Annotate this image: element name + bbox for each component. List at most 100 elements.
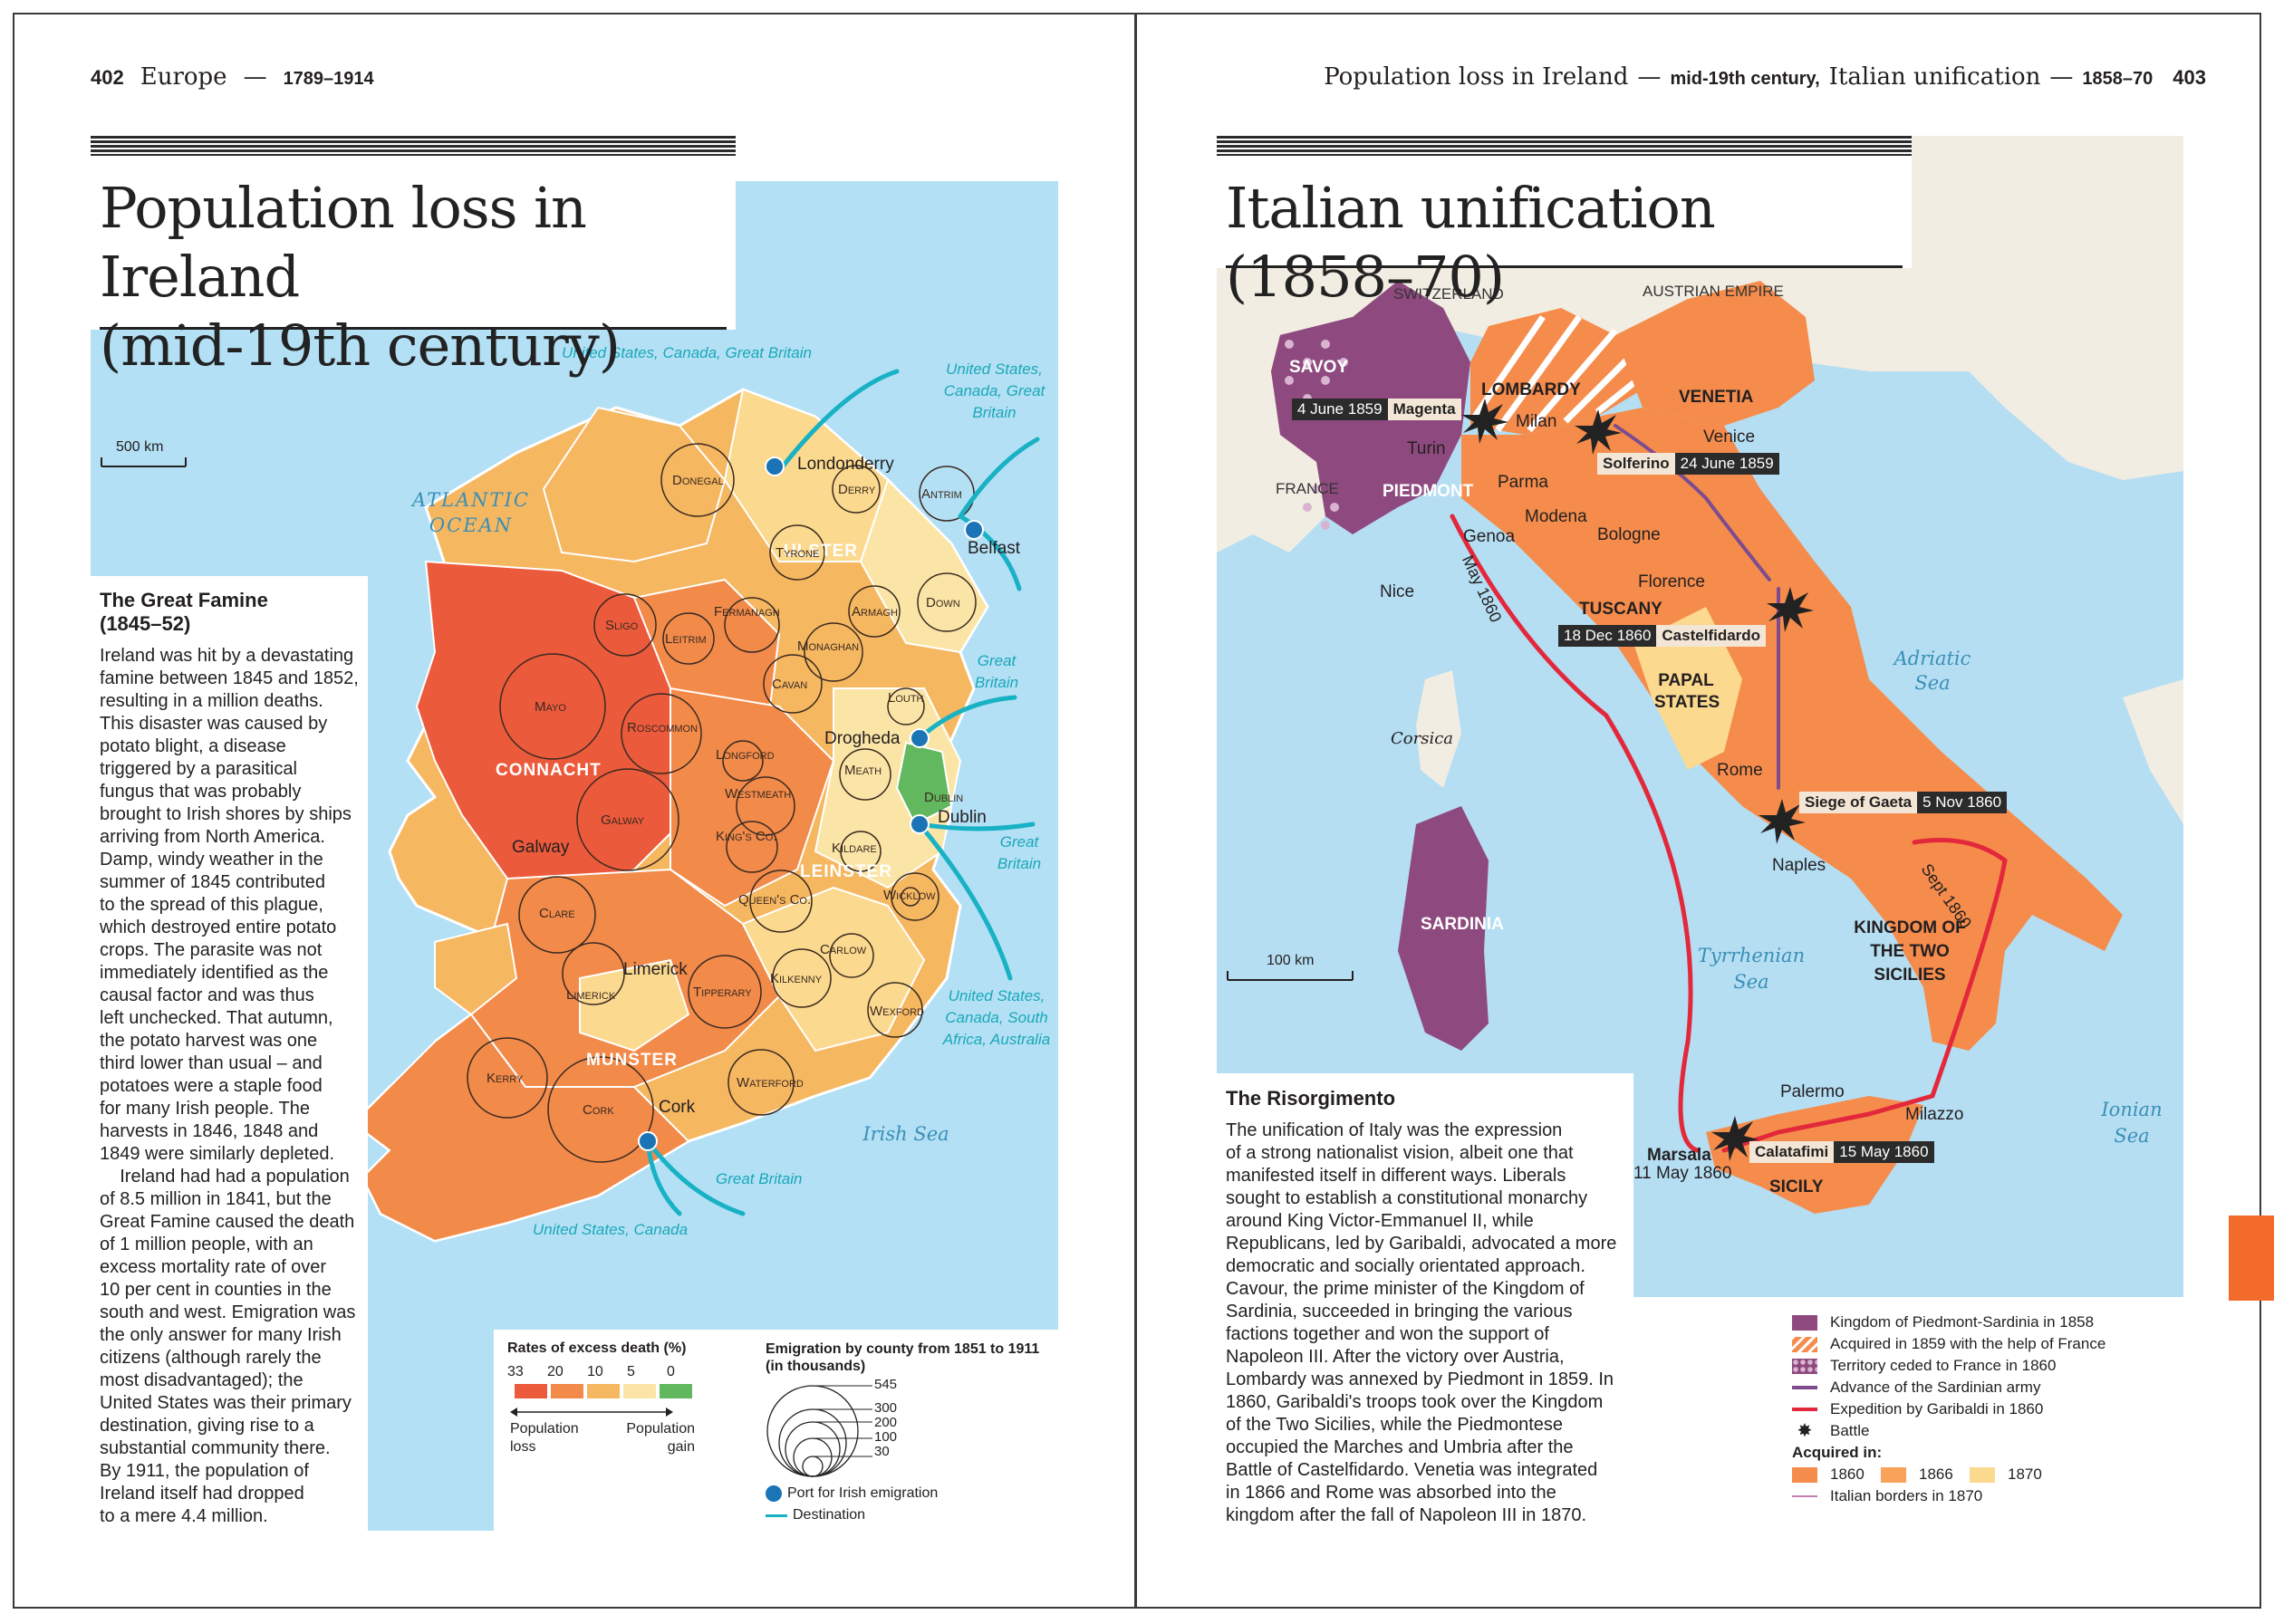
rate-swatch (587, 1384, 620, 1398)
legend-piedmont: Kingdom of Piedmont-Sardinia in 1858 (1792, 1312, 2105, 1333)
left-folio: 402 (91, 66, 124, 89)
city-naples: Naples (1772, 856, 1826, 875)
em-dash: — (2049, 63, 2074, 91)
ireland-scale-label: 500 km (116, 439, 164, 455)
city-bologne: Bologne (1597, 525, 1661, 544)
city-nice: Nice (1380, 582, 1415, 601)
text-line: 1860, Garibaldi's troops took over the K… (1226, 1392, 1604, 1412)
text-line: Damp, windy weather in the (100, 850, 323, 870)
town-dublin: Dublin (938, 808, 987, 827)
battle-calatafimi: Calatafimi 15 May 1860 (1749, 1141, 1934, 1163)
legend-acquired-in: Acquired in: (1792, 1442, 2105, 1464)
dots-swatch (1792, 1358, 1817, 1374)
text-line: Napoleon III. After the victory over Aus… (1226, 1347, 1565, 1367)
city-florence: Florence (1638, 572, 1705, 591)
famine-body: Ireland was hit by a devastating famine b… (91, 636, 368, 1528)
legend-emigration-values: 545 300 200 100 30 (874, 1378, 897, 1459)
destination-south-gb: Great Britain (716, 1170, 803, 1187)
text-line: to a mere 4.4 million. (100, 1506, 268, 1526)
destination-east1: Great Britain (974, 652, 1019, 691)
text-line: This disaster was caused by (100, 714, 328, 734)
hatch-swatch (1792, 1336, 1817, 1352)
text-line: sought to establish a constitutional mon… (1226, 1188, 1588, 1208)
town-drogheda: Drogheda (824, 729, 901, 748)
legend-acq1859: Acquired in 1859 with the help of France (1792, 1333, 2105, 1355)
book-gutter (1134, 13, 1137, 1609)
em-dash: — (1637, 63, 1662, 91)
text-line: triggered by a parasitical (100, 759, 297, 779)
emigration-value: 300 (874, 1400, 898, 1416)
battle-gaeta: Siege of Gaeta 5 Nov 1860 (1799, 792, 2008, 813)
text-line: south and west. Emigration was (100, 1302, 356, 1322)
right-running-mid: Italian unification (1828, 63, 2041, 91)
battle-place: Solferino (1597, 453, 1675, 475)
famine-heading: The Great Famine (1845–52) (100, 589, 268, 635)
atlantic-label: ATLANTIC (412, 489, 530, 511)
county-kilkenny: Kilkenny (770, 971, 823, 986)
text-line: destination, giving rise to a (100, 1416, 314, 1436)
left-running-title: Europe (140, 63, 227, 91)
text-line: fungus that was probably (100, 782, 302, 802)
county-down: Down (926, 595, 960, 610)
sea-tyrrhenian: Tyrrhenian (1697, 945, 1806, 966)
text-line: potatoes were a staple food (100, 1076, 323, 1096)
text-line: 1849 were similarly depleted. (100, 1144, 335, 1164)
county-roscommon: Roscommon (627, 720, 699, 735)
piedmont-swatch (1792, 1314, 1817, 1331)
town-belfast: Belfast (968, 539, 1021, 558)
right-folio: 403 (2173, 66, 2206, 89)
famine-textbox: The Great Famine (1845–52) Ireland was h… (91, 576, 368, 1531)
battle-place: Siege of Gaeta (1799, 792, 1918, 813)
county-clare: Clare (539, 906, 575, 921)
sea-adriatic-2: Sea (1914, 672, 1951, 694)
county-carlow: Carlow (820, 942, 867, 957)
right-title: Italian unification (1858–70) (1226, 175, 1716, 310)
left-running-head: 402 Europe — 1789–1914 (91, 63, 374, 91)
region-piedmont: PIEDMONT (1383, 482, 1474, 501)
text-line: resulting in a million deaths. (100, 691, 323, 711)
legend-acq1859-label: Acquired in 1859 with the help of France (1830, 1335, 2106, 1352)
county-sligo: Sligo (605, 618, 639, 633)
island-corsica: Corsica (1391, 729, 1454, 748)
legend-years: 1860 1866 1870 (1792, 1464, 2105, 1485)
text-line: Ireland was hit by a devastating (100, 646, 354, 666)
rate-swatch (515, 1384, 547, 1398)
rate-swatch (660, 1384, 692, 1398)
county-longford: Longford (716, 747, 775, 763)
town-galway: Galway (512, 838, 570, 857)
legend-1866-label: 1866 (1919, 1465, 1953, 1483)
text-line: of a strong nationalist vision, albeit o… (1226, 1143, 1574, 1163)
irish-sea-label: Irish Sea (862, 1123, 949, 1145)
text-line: famine between 1845 and 1852, (100, 668, 359, 688)
city-modena: Modena (1525, 507, 1587, 526)
legend-1870-label: 1870 (2008, 1465, 2042, 1483)
city-genoa: Genoa (1463, 527, 1516, 546)
text-line: Republicans, led by Garibaldi, advocated… (1226, 1234, 1617, 1254)
legend-rate-values: 33 20 10 5 0 (507, 1364, 687, 1380)
text-line: occupied the Marches and Umbria after th… (1226, 1437, 1574, 1457)
legend-dest-label: Destination (793, 1507, 866, 1523)
left-running-dates: 1789–1914 (283, 69, 374, 89)
text-line: Ireland itself had dropped (100, 1484, 304, 1504)
red-arrow-icon (1792, 1408, 1817, 1411)
county-wexford: Wexford (870, 1004, 924, 1019)
text-line: around King Victor-Emmanuel II, while (1226, 1211, 1534, 1231)
right-title-rule (1217, 136, 1912, 156)
battle-place: Magenta (1387, 399, 1461, 420)
county-cavan: Cavan (772, 677, 808, 692)
legend-rate-arrow (510, 1408, 673, 1417)
text-line: crops. The parasite was not (100, 940, 323, 960)
text-line: Cavour, the prime minister of the Kingdo… (1226, 1279, 1585, 1299)
italy-map-svg (1217, 136, 2183, 1297)
text-line: left unchecked. That autumn, (100, 1008, 333, 1028)
chapter-thumb-tab (2229, 1216, 2274, 1301)
legend-port-row: Port for Irish emigration (766, 1485, 938, 1502)
text-line: manifested itself in different ways. Lib… (1226, 1166, 1566, 1186)
right-title-underline (1226, 265, 1903, 268)
text-line: most disadvantaged); the (100, 1370, 304, 1390)
destination-east2: Great Britain (997, 833, 1042, 872)
text-line: By 1911, the population of (100, 1461, 309, 1481)
county-antrim: Antrim (921, 486, 962, 502)
sea-ionian-2: Sea (2114, 1125, 2150, 1147)
text-line: brought to Irish shores by ships (100, 804, 352, 824)
